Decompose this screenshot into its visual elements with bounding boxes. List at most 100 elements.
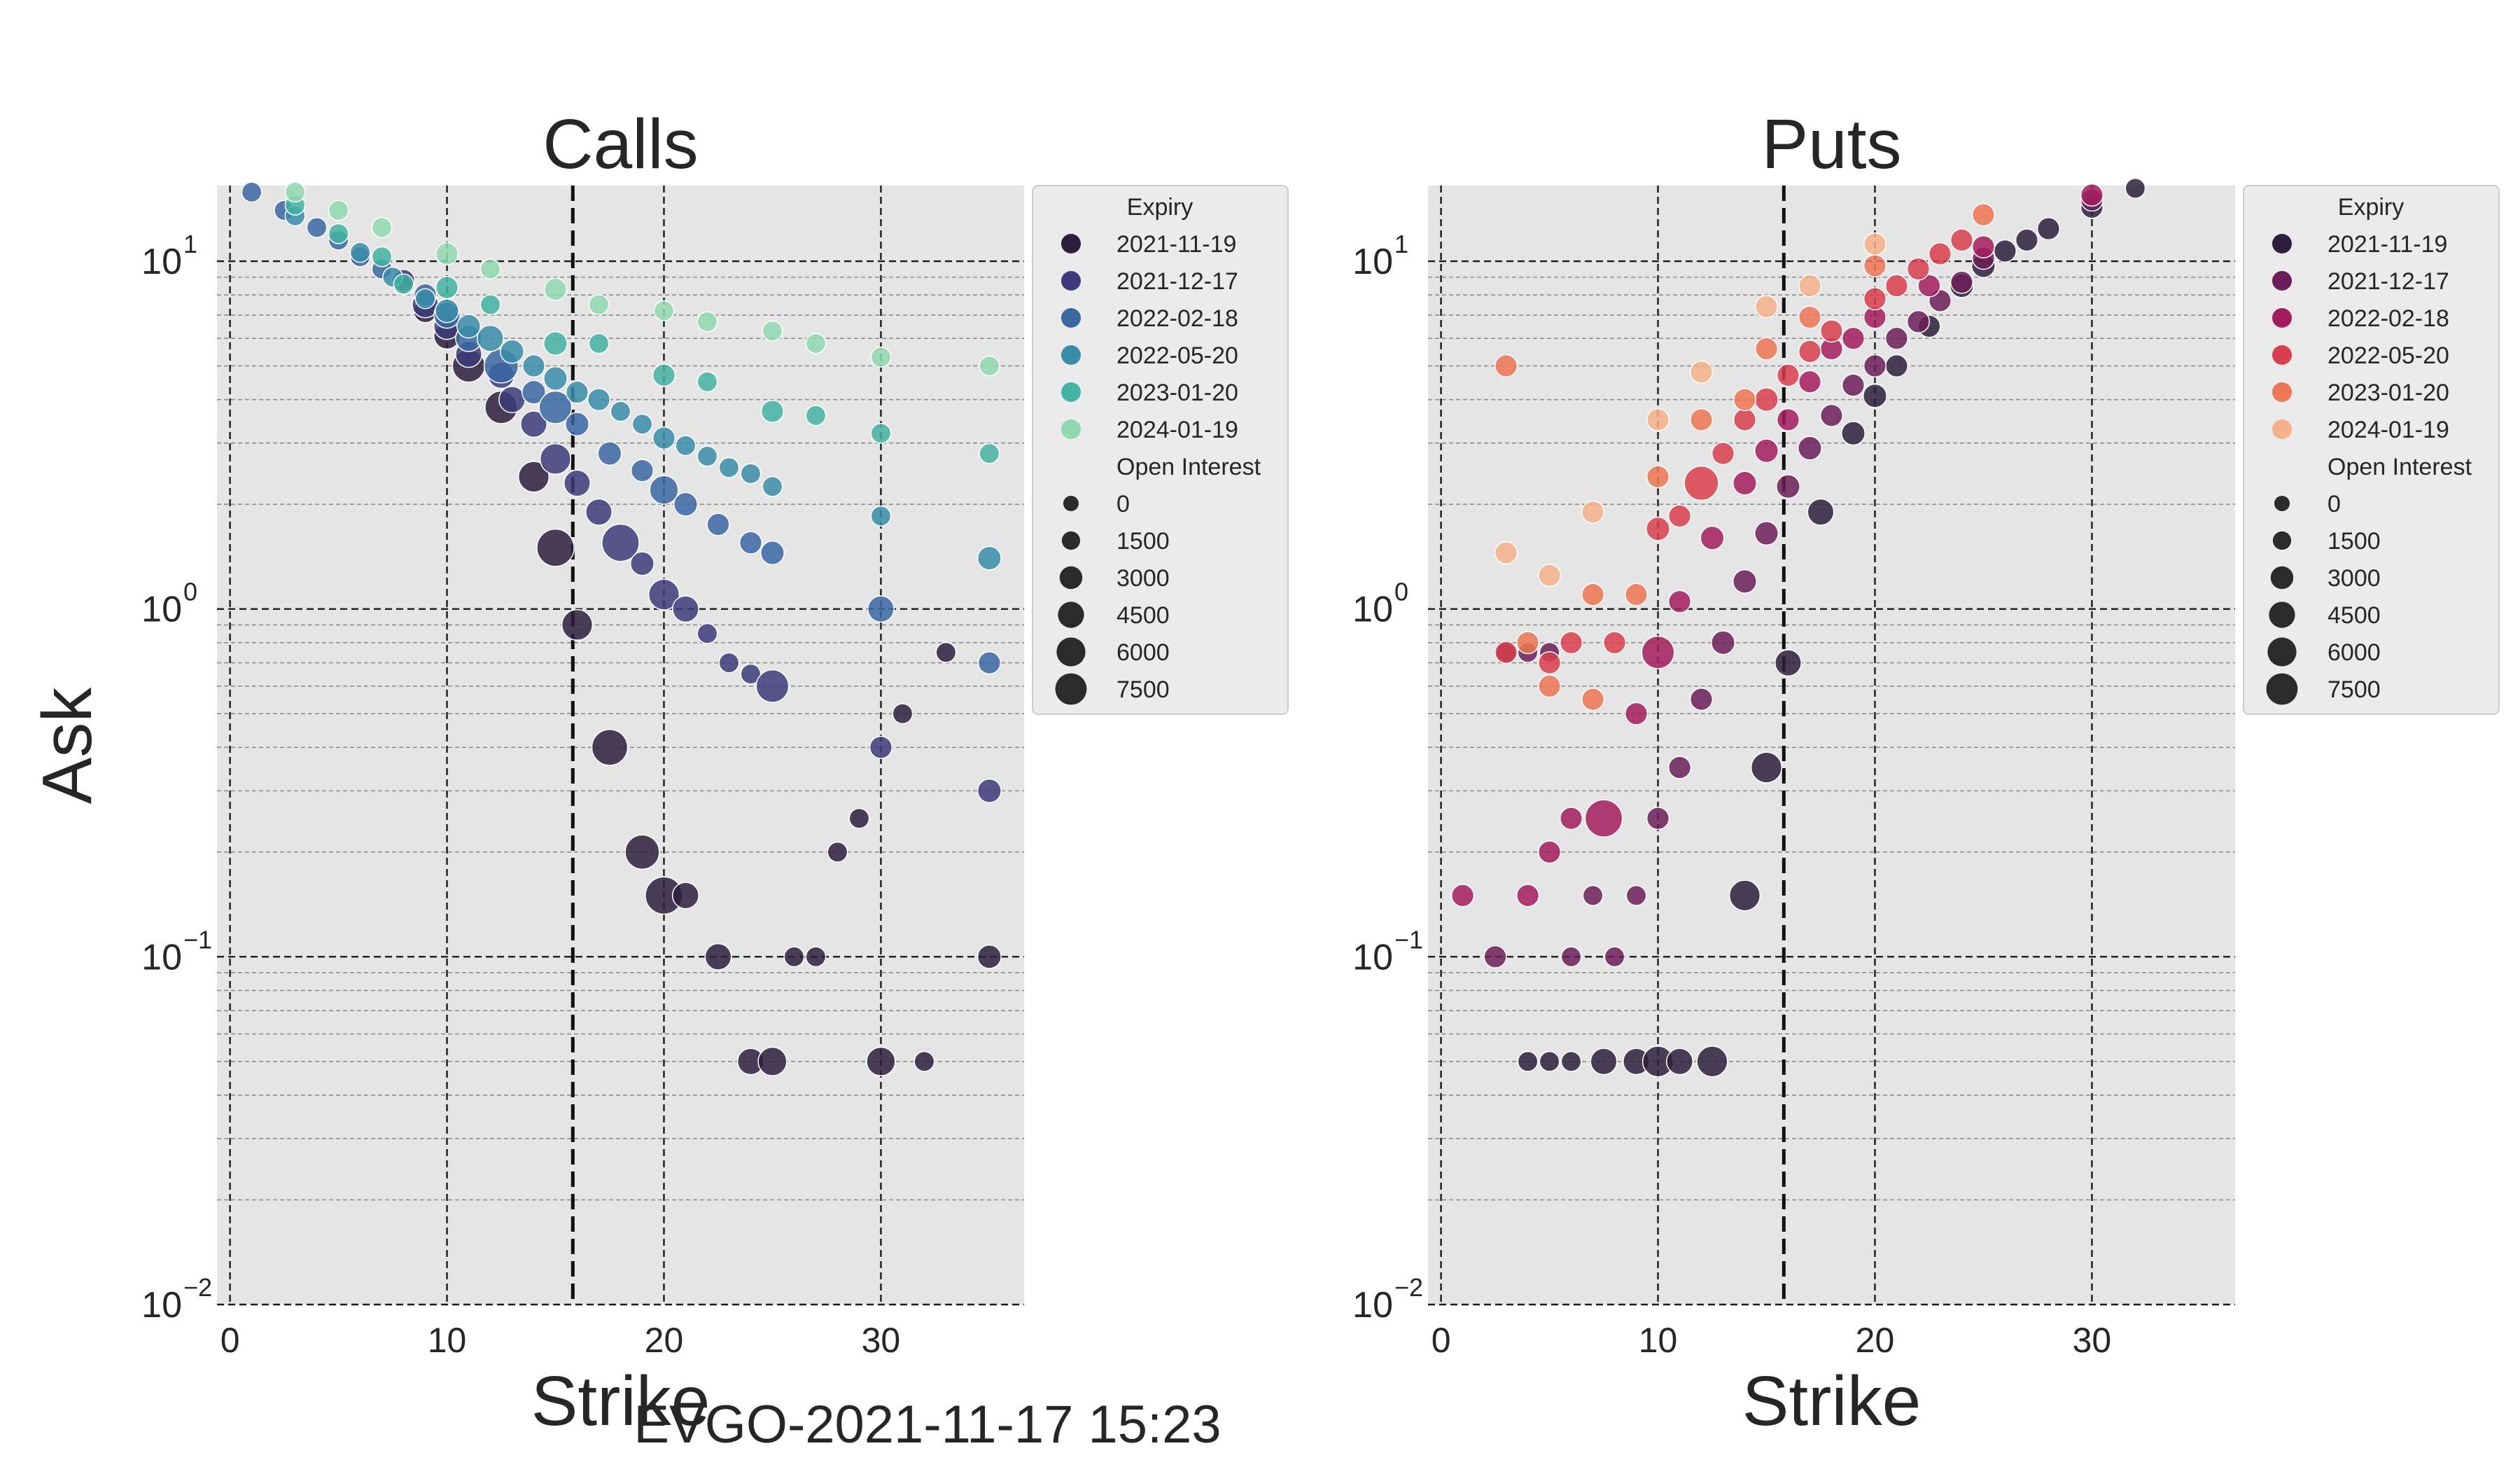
- data-point: [1797, 436, 1823, 461]
- data-point: [1494, 354, 1518, 378]
- x-tick-label: 30: [2073, 1321, 2112, 1360]
- data-point: [1667, 590, 1692, 613]
- legend-size-marker: [1059, 566, 1083, 590]
- y-tick-exponent: −2: [1394, 1273, 1423, 1302]
- data-point: [755, 669, 790, 703]
- legend-size-marker: [1058, 602, 1084, 628]
- data-point: [976, 545, 1002, 571]
- data-point: [827, 841, 848, 863]
- puts-gridlines: [1428, 186, 2235, 1306]
- data-point: [414, 288, 436, 310]
- data-point: [913, 1050, 935, 1072]
- data-point: [2080, 183, 2104, 207]
- data-point: [1884, 326, 1909, 350]
- data-point: [543, 277, 568, 301]
- x-tick-label: 0: [220, 1321, 240, 1360]
- data-point: [585, 498, 612, 526]
- data-point: [601, 523, 640, 562]
- data-point: [1971, 203, 1996, 227]
- data-point: [805, 946, 827, 968]
- legend-swatch: [2272, 419, 2292, 439]
- legend-size-label: 7500: [2328, 676, 2381, 703]
- data-point: [1754, 387, 1779, 412]
- data-point: [522, 354, 546, 378]
- data-point: [1537, 651, 1562, 675]
- legend-swatch: [1061, 271, 1081, 291]
- data-point: [1537, 563, 1562, 587]
- legend-size-label: 7500: [1116, 676, 1170, 703]
- data-point: [1754, 521, 1779, 546]
- legend-swatch: [2272, 271, 2292, 291]
- data-point: [2036, 217, 2061, 241]
- legend-swatch: [1061, 382, 1081, 402]
- data-point: [652, 363, 676, 387]
- legend-frame: [2243, 185, 2500, 715]
- legend-swatch: [2272, 382, 2292, 402]
- data-point: [696, 371, 718, 393]
- legend-size-marker: [2266, 673, 2298, 705]
- data-point: [1774, 649, 1802, 677]
- data-point: [675, 435, 696, 457]
- data-point: [979, 443, 1000, 464]
- data-point: [704, 943, 732, 971]
- data-point: [1884, 274, 1909, 298]
- legend-expiry-label: 2022-05-20: [2328, 342, 2449, 369]
- legend-expiry-label: 2021-11-19: [1116, 231, 1236, 258]
- data-point: [672, 595, 699, 623]
- data-point: [977, 651, 1001, 675]
- data-point: [1732, 569, 1758, 594]
- calls-x-tick-labels: 0 10 20 30: [220, 1321, 901, 1360]
- data-point: [652, 426, 676, 450]
- data-point: [870, 347, 892, 368]
- data-point: [241, 181, 262, 203]
- y-axis-label: Ask: [28, 687, 106, 805]
- data-point: [1841, 326, 1865, 350]
- data-point: [649, 475, 679, 505]
- data-point: [1798, 370, 1822, 394]
- legend-size-label: 0: [1116, 491, 1130, 517]
- data-point: [1646, 465, 1670, 489]
- legend-expiry-label: 2021-11-19: [2328, 231, 2447, 258]
- data-point: [1581, 500, 1605, 524]
- legend-swatch: [2272, 234, 2292, 253]
- y-tick-base: 10: [1352, 1285, 1393, 1326]
- data-point: [328, 223, 349, 244]
- x-tick-label: 20: [645, 1321, 684, 1360]
- y-tick-base: 10: [141, 937, 182, 978]
- legend-swatch: [1061, 345, 1081, 365]
- data-point: [892, 703, 913, 725]
- data-point: [1516, 884, 1540, 908]
- data-point: [738, 531, 763, 555]
- data-point: [1884, 354, 1909, 378]
- data-point: [1819, 319, 1844, 343]
- data-point: [371, 246, 393, 267]
- y-tick-label: 10 1: [141, 230, 197, 282]
- calls-points: [241, 181, 1002, 1076]
- legend-size-label: 1500: [2328, 528, 2381, 555]
- data-point: [1604, 946, 1625, 968]
- data-point: [696, 623, 718, 644]
- legend-expiry-label: 2022-02-18: [2328, 305, 2449, 332]
- legend-size-label: 6000: [2328, 639, 2381, 666]
- data-point: [1516, 631, 1540, 655]
- data-point: [648, 578, 680, 611]
- data-point: [1581, 688, 1605, 711]
- data-point: [1862, 383, 1888, 408]
- data-point: [435, 298, 460, 324]
- y-tick-label: 10 1: [1352, 230, 1408, 282]
- legend-size-title: Open Interest: [1116, 454, 1261, 480]
- data-point: [866, 1046, 896, 1076]
- data-point: [1646, 408, 1670, 432]
- data-point: [1863, 354, 1887, 378]
- data-point: [588, 333, 610, 354]
- legend-expiry-label: 2022-05-20: [1116, 342, 1238, 369]
- legend-size-marker: [1056, 637, 1086, 667]
- data-point: [740, 663, 762, 685]
- legend-swatch: [1061, 234, 1081, 253]
- data-point: [1646, 807, 1670, 830]
- data-point: [1590, 1048, 1618, 1076]
- data-point: [597, 441, 622, 466]
- x-tick-label: 10: [428, 1321, 467, 1360]
- data-point: [1906, 310, 1931, 333]
